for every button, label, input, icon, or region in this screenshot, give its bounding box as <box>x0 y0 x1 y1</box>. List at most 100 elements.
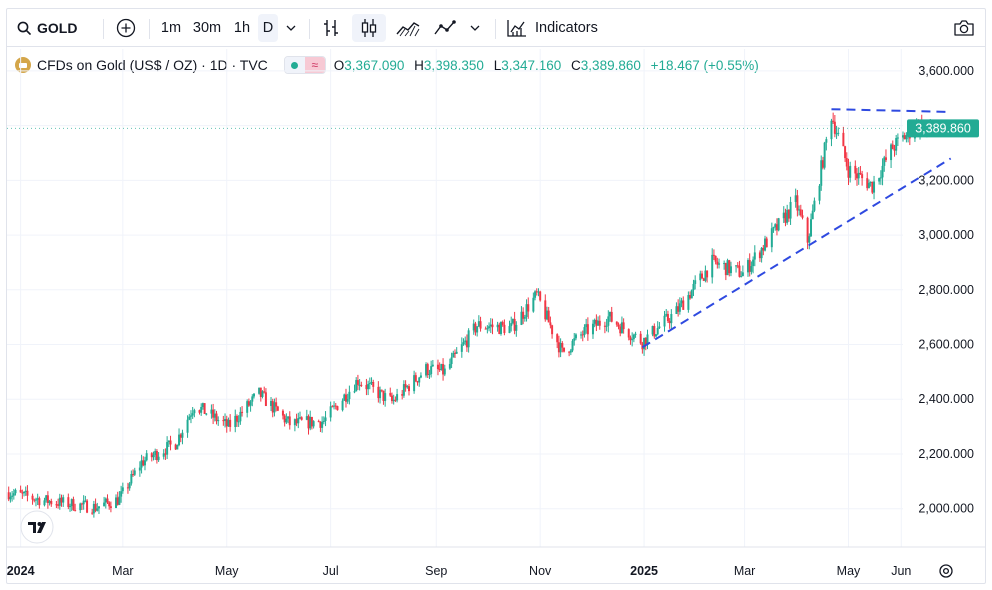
candle-body <box>297 417 300 424</box>
candle-body <box>118 496 121 505</box>
candle-body <box>80 503 83 505</box>
last-price-value: 3,389.860 <box>915 121 971 135</box>
candle-body <box>62 497 65 503</box>
candle-body <box>74 509 77 511</box>
candle-body <box>389 393 392 396</box>
candle-body <box>806 217 809 243</box>
candle-body <box>336 406 339 411</box>
candle-body <box>12 493 15 496</box>
candle-body <box>261 391 264 397</box>
bars-style-button[interactable] <box>317 14 345 42</box>
area-icon <box>396 19 420 37</box>
time-axis[interactable]: 2024 Mar May Jul Sep Nov 2025 Mar May Jun <box>7 564 911 578</box>
compare-symbol-button[interactable] <box>113 14 139 42</box>
candle-body <box>416 381 419 383</box>
candle-body <box>193 410 196 414</box>
candle-body <box>91 512 94 514</box>
candle-body <box>595 319 598 326</box>
candle-body <box>312 421 315 427</box>
settings-gear-icon[interactable] <box>939 564 953 578</box>
candle-body <box>646 334 649 346</box>
candle-body <box>634 333 637 335</box>
candle-body <box>31 495 34 500</box>
legend-title[interactable]: CFDs on Gold (US$ / OZ) · 1D · TVC <box>37 57 268 73</box>
candle-body <box>557 342 560 353</box>
candle-body <box>643 337 646 350</box>
candle-body <box>861 174 864 179</box>
candle-body <box>145 453 148 461</box>
chart-type-dropdown-button[interactable] <box>465 14 485 42</box>
candle-body <box>402 384 405 396</box>
tradingview-logo[interactable] <box>20 510 54 544</box>
candle-body <box>72 499 75 510</box>
candle-body <box>34 499 37 501</box>
candlestick-series <box>7 112 935 518</box>
candle-body <box>419 375 422 378</box>
candle-body <box>130 474 133 484</box>
candle-body <box>632 334 635 340</box>
candle-body <box>368 383 371 385</box>
interval-1m-button[interactable]: 1m <box>160 20 182 36</box>
area-style-button[interactable] <box>393 14 423 42</box>
candle-body <box>121 487 124 492</box>
candles-style-button[interactable] <box>352 14 386 42</box>
symbol-search-button[interactable]: GOLD <box>13 14 83 42</box>
candle-body <box>653 326 656 337</box>
candle-body <box>344 394 347 402</box>
price-chart[interactable]: 3,600.0003,400.0003,200.0003,000.0002,80… <box>7 9 985 583</box>
candle-body <box>893 149 896 151</box>
candle-body <box>249 401 252 406</box>
candle-body <box>525 304 528 317</box>
candle-body <box>239 411 242 422</box>
candle-body <box>716 261 719 265</box>
candle-body <box>70 499 73 507</box>
candle-body <box>728 260 731 274</box>
candle-body <box>752 259 755 267</box>
candle-body <box>786 209 789 223</box>
price-axis-label: 2,600.000 <box>918 338 974 352</box>
candle-body <box>568 351 571 353</box>
toolbar-divider <box>103 19 104 39</box>
candle-body <box>21 492 24 494</box>
snapshot-button[interactable] <box>949 14 979 42</box>
candle-body <box>455 351 458 354</box>
dashed-trendline <box>831 108 951 113</box>
candle-body <box>619 326 622 334</box>
interval-30m-button[interactable]: 30m <box>192 20 222 36</box>
legend-status-pill[interactable]: ≈ <box>283 56 326 74</box>
candle-body <box>706 270 709 278</box>
interval-1h-button[interactable]: 1h <box>233 20 251 36</box>
price-axis-label: 3,200.000 <box>918 173 974 187</box>
candle-body <box>472 323 475 331</box>
candle-body <box>276 406 279 411</box>
candle-body <box>467 330 470 348</box>
candle-body <box>617 324 620 327</box>
candle-body <box>666 313 669 321</box>
candle-body <box>293 419 296 426</box>
candle-body <box>224 418 227 421</box>
candle-body <box>890 144 893 161</box>
candle-body <box>758 252 761 259</box>
candle-body <box>544 300 547 320</box>
line-style-button[interactable] <box>431 14 461 42</box>
candle-body <box>881 165 884 178</box>
candle-body <box>873 181 876 193</box>
candle-body <box>884 157 887 161</box>
candle-body <box>103 502 106 507</box>
candle-body <box>818 185 821 201</box>
candle-body <box>699 273 702 281</box>
candle-body <box>694 280 697 284</box>
trendline-drawings[interactable] <box>641 108 952 349</box>
candle-body <box>413 375 416 392</box>
candle-body <box>162 453 165 457</box>
candle-body <box>450 357 453 365</box>
candle-body <box>871 181 874 193</box>
candle-body <box>186 419 189 433</box>
interval-dropdown-button[interactable] <box>281 14 301 42</box>
indicators-button[interactable]: Indicators <box>503 14 603 42</box>
candle-body <box>859 172 862 175</box>
candle-body <box>188 416 191 420</box>
candle-body <box>288 416 291 426</box>
candle-body <box>287 416 290 419</box>
interval-d-button[interactable]: D <box>258 14 278 42</box>
